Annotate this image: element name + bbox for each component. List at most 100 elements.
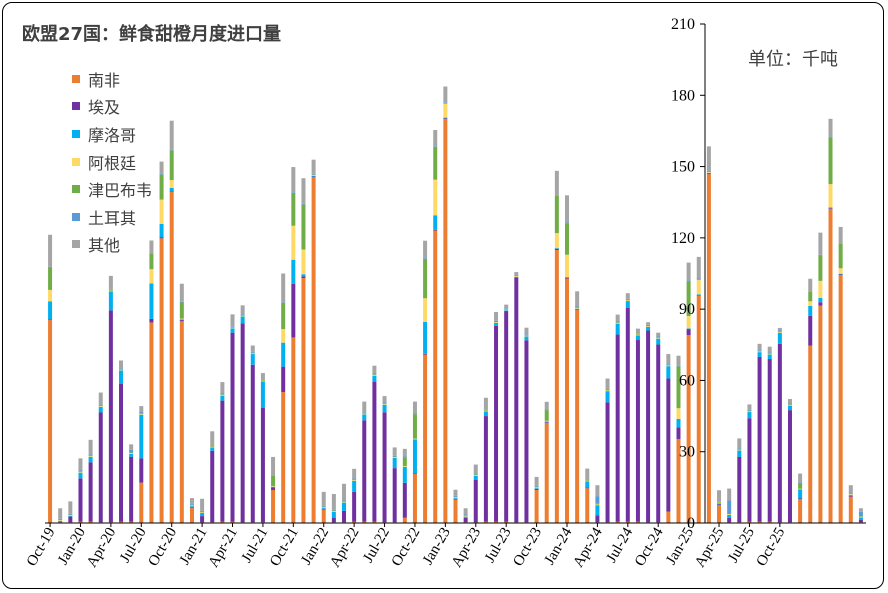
bar-segment — [119, 521, 124, 523]
bar-segment — [98, 405, 103, 407]
bar-segment — [706, 173, 711, 175]
bar-segment — [78, 470, 83, 472]
bar-segment — [717, 505, 722, 523]
bar-segment — [605, 391, 610, 403]
bar-segment — [737, 450, 742, 457]
x-tick-label: Apr-21 — [206, 525, 241, 570]
bar-segment — [230, 521, 235, 523]
bar-segment — [676, 418, 681, 428]
x-tick-label: Oct-22 — [389, 525, 424, 569]
bar-segment — [443, 102, 448, 104]
bar-segment — [605, 390, 610, 392]
x-tick-label: Apr-20 — [84, 525, 119, 570]
bar-segment — [149, 253, 154, 270]
bar-segment — [129, 452, 134, 454]
bar-segment — [483, 410, 488, 412]
bar-segment — [757, 356, 762, 522]
bar-segment — [534, 486, 539, 488]
bar-segment — [301, 204, 306, 250]
bar-segment — [747, 404, 752, 410]
bar-segment — [321, 509, 326, 523]
bar-segment — [372, 373, 377, 375]
bar-segment — [838, 275, 843, 523]
bar-segment — [250, 353, 255, 355]
bar-segment — [412, 474, 417, 523]
bar-segment — [767, 352, 772, 354]
x-tick-label: Oct-23 — [510, 525, 545, 569]
bar-segment — [179, 320, 184, 322]
bar-segment — [189, 503, 194, 505]
bar-segment — [798, 473, 803, 483]
bar-segment — [848, 495, 853, 497]
bar-segment — [402, 448, 407, 457]
bar-segment — [169, 187, 174, 192]
bar-segment — [68, 513, 73, 515]
bar-segment — [818, 280, 823, 298]
bar-segment — [494, 320, 499, 322]
bar-segment — [301, 278, 306, 523]
bar-segment — [676, 427, 681, 440]
bar-segment — [838, 273, 843, 275]
bar-segment — [169, 191, 174, 192]
bar-segment — [372, 374, 377, 375]
bar-segment — [828, 118, 833, 137]
bar-segment — [342, 500, 347, 502]
bar-segment — [169, 149, 174, 151]
bar-segment — [534, 489, 539, 523]
legend-item: 南非 — [72, 65, 152, 93]
bar-segment — [159, 237, 164, 239]
bar-segment — [220, 395, 225, 401]
bar-segment — [129, 521, 134, 523]
x-tick-label: Jul-25 — [725, 525, 758, 565]
bar-segment — [291, 283, 296, 338]
bar-segment — [139, 414, 144, 459]
bar-segment — [544, 409, 549, 411]
bar-segment — [271, 475, 276, 476]
bar-segment — [717, 501, 722, 502]
bar-segment — [625, 307, 630, 522]
bar-segment — [554, 249, 559, 524]
bar-segment — [68, 501, 73, 514]
bar-segment — [635, 333, 640, 334]
x-tick-label: Oct-21 — [267, 525, 302, 569]
bar-segment — [372, 521, 377, 523]
bar-segment — [189, 498, 194, 504]
bar-segment — [372, 374, 377, 376]
bar-segment — [311, 176, 316, 178]
bar-segment — [78, 471, 83, 473]
bar-segment — [179, 319, 184, 321]
bar-segment — [686, 281, 691, 317]
y-tick-label: 150 — [671, 159, 695, 176]
bar-segment — [433, 146, 438, 147]
bar-segment — [169, 120, 174, 150]
bar-segment — [808, 315, 813, 346]
bar-segment — [210, 446, 215, 447]
legend-swatch — [72, 102, 80, 111]
bar-segment — [696, 295, 701, 523]
bar-segment — [504, 521, 509, 523]
bar-segment — [504, 310, 509, 312]
bar-segment — [676, 365, 681, 367]
bar-segment — [210, 447, 215, 451]
bar-segment — [767, 346, 772, 353]
bar-segment — [504, 308, 509, 309]
bar-segment — [504, 304, 509, 309]
bar-segment — [656, 344, 661, 523]
bar-segment — [88, 521, 93, 523]
bar-segment — [291, 192, 296, 226]
bar-segment — [818, 305, 823, 523]
bar-segment — [149, 240, 154, 254]
bar-segment — [78, 471, 83, 472]
bar-segment — [362, 413, 367, 415]
bar-segment — [818, 232, 823, 255]
bar-segment — [696, 294, 701, 296]
bar-segment — [646, 330, 651, 523]
bar-segment — [544, 410, 549, 421]
bar-segment — [635, 521, 640, 523]
bar-segment — [757, 521, 762, 523]
bar-segment — [483, 409, 488, 411]
bar-segment — [453, 495, 458, 497]
bar-segment — [554, 248, 559, 250]
bar-segment — [108, 310, 113, 523]
bar-segment — [808, 301, 813, 306]
